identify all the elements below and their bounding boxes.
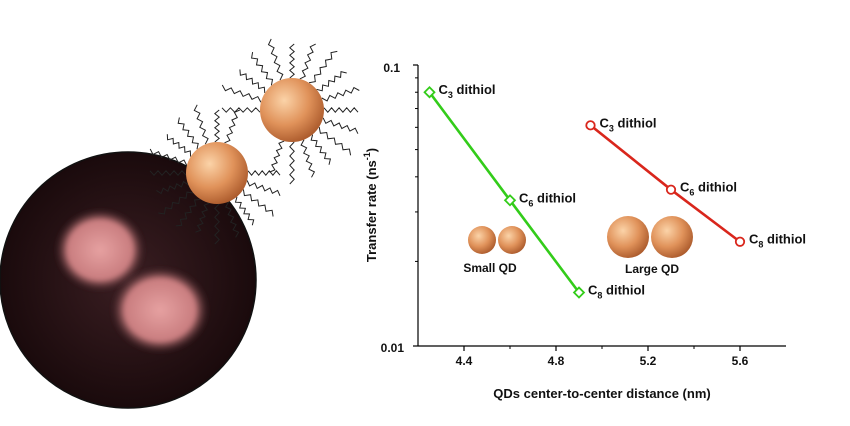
ligand-chain [239, 69, 266, 94]
point-label-sub: 8 [758, 240, 763, 250]
point-label-base: C [680, 180, 690, 195]
data-point [734, 236, 746, 247]
ligand-chain [177, 117, 199, 150]
small-qd-inset: Small QD [463, 226, 526, 275]
point-label-rest: dithiol [614, 115, 657, 130]
small-qd-sphere [468, 226, 496, 254]
ligand-chain [322, 117, 359, 134]
x-tick-label: 5.6 [732, 354, 749, 368]
small-qd-label: Small QD [463, 261, 517, 275]
ligand-chain [247, 170, 281, 176]
ligand-chain [308, 50, 338, 84]
point-label: C6 dithiol [519, 190, 576, 208]
point-label-rest: dithiol [533, 190, 576, 205]
ligand-chain [234, 196, 255, 226]
ligand-chain [166, 134, 192, 157]
point-label-rest: dithiol [763, 232, 806, 247]
ligand-chain [289, 43, 295, 79]
ligand-chain [221, 84, 262, 103]
chart: 0.1 0.01 4.4 4.8 5.2 5.6 QDs center-to-cent… [362, 61, 806, 401]
point-label-sub: 3 [448, 90, 453, 100]
ligand-chain [316, 70, 347, 92]
point-label-rest: dithiol [602, 283, 645, 298]
large-qd-sphere [651, 216, 693, 258]
y-axis-label-sup: -1 [362, 152, 372, 160]
point-label-rest: dithiol [694, 180, 737, 195]
x-tick-label: 5.2 [640, 354, 657, 368]
y-axis-label-main: Transfer rate (ns [364, 160, 379, 262]
ligand-chain [214, 109, 220, 143]
data-point [572, 286, 586, 299]
point-label: C8 dithiol [588, 283, 645, 301]
large-qd-sphere [607, 216, 649, 258]
y-tick-label-top: 0.1 [383, 61, 400, 75]
tem-micrograph [0, 151, 257, 409]
ligand-chain [246, 180, 281, 197]
ligand-chain [310, 134, 332, 165]
point-label-sub: 3 [609, 123, 614, 133]
ligand-chain [195, 202, 210, 233]
ligand-chain [221, 107, 261, 113]
y-tick-label-bottom: 0.01 [381, 341, 405, 355]
ligand-chain [289, 141, 295, 185]
point-label-sub: 6 [689, 188, 694, 198]
ligand-chain [318, 126, 352, 156]
ligand-chain [267, 38, 284, 81]
point-label-base: C [439, 82, 449, 97]
ligand-chain [269, 140, 285, 173]
y-axis-label-close: ) [364, 148, 379, 152]
ligand-chains [149, 38, 360, 245]
ligand-chain [149, 148, 188, 166]
point-label-sub: 8 [597, 291, 602, 301]
x-axis-label: QDs center-to-center distance (nm) [493, 386, 710, 401]
ligand-chain [149, 170, 187, 176]
point-label-rest: dithiol [453, 82, 496, 97]
point-label-base: C [600, 115, 610, 130]
ligand-chain [175, 198, 201, 227]
y-minor-ticks [413, 64, 418, 347]
x-ticks: 4.4 4.8 5.2 5.6 [456, 346, 749, 368]
y-axis-label: Transfer rate (ns-1) [362, 148, 379, 262]
point-label-base: C [749, 232, 759, 247]
ligand-chain [321, 86, 360, 102]
x-tick-label: 4.8 [548, 354, 565, 368]
ligand-chain [193, 104, 209, 145]
large-qd-label: Large QD [625, 262, 679, 276]
ligand-chain [158, 191, 194, 215]
data-point [503, 194, 517, 207]
ligand-chain [156, 180, 189, 195]
ligand-chain [300, 139, 316, 178]
point-label-sub: 6 [528, 198, 533, 208]
point-label: C6 dithiol [680, 180, 737, 198]
quantum-dot-sphere [260, 78, 324, 142]
x-tick-label: 4.4 [456, 354, 473, 368]
point-label: C8 dithiol [749, 232, 806, 250]
data-point [423, 86, 436, 99]
point-label-base: C [519, 190, 529, 205]
small-qd-sphere [498, 226, 526, 254]
ligand-chain [251, 52, 274, 86]
ligand-chain [224, 109, 241, 144]
nanoparticle-blob [54, 208, 146, 292]
ligand-chain [323, 107, 359, 113]
ligand-chain [214, 203, 220, 245]
quantum-dot-sphere [186, 142, 248, 204]
ligand-chain [224, 201, 240, 238]
nanoparticle-blob [110, 266, 210, 354]
data-point [585, 120, 596, 131]
large-qd-inset: Large QD [607, 216, 693, 276]
point-label: C3 dithiol [439, 82, 496, 100]
ligand-chain [242, 189, 274, 217]
ligand-chain [299, 43, 316, 80]
data-point [665, 184, 677, 195]
point-label-base: C [588, 283, 598, 298]
point-label: C3 dithiol [600, 115, 657, 133]
